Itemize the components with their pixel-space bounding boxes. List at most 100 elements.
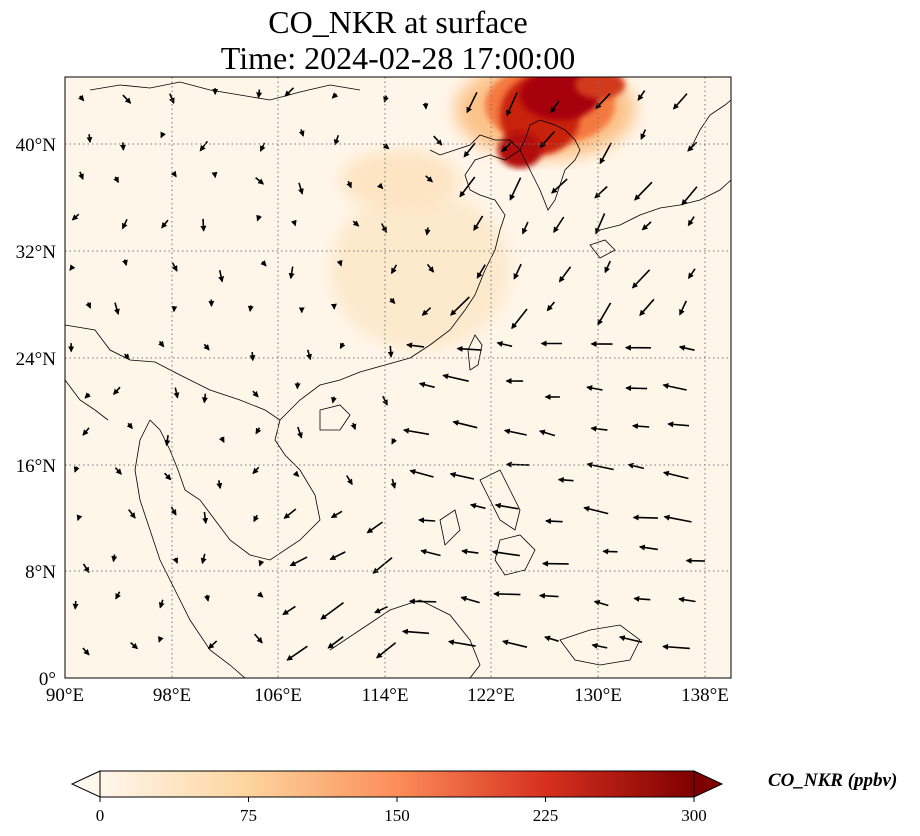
wind-arrow (128, 509, 136, 519)
wind-arrow (376, 642, 397, 659)
wind-arrow (202, 511, 209, 525)
wind-arrow (113, 386, 121, 396)
wind-arrow (86, 134, 93, 144)
wind-arrow (501, 141, 514, 152)
wind-arrow (286, 645, 308, 661)
wind-arrow (297, 182, 304, 195)
wind-arrow (200, 218, 207, 232)
wind-arrow (418, 517, 436, 524)
wind-arrow (298, 129, 305, 137)
wind-arrow (678, 344, 695, 351)
wind-arrow (82, 427, 90, 436)
wind-arrow (459, 176, 476, 198)
wind-arrow (544, 635, 559, 642)
wind-arrow (469, 502, 486, 510)
wind-arrow (433, 135, 443, 146)
wind-arrow (121, 218, 128, 230)
wind-arrow (331, 92, 339, 99)
wind-arrow (122, 94, 132, 104)
wind-arrow (662, 643, 690, 650)
wind-arrow (389, 297, 396, 305)
wind-arrow (496, 341, 513, 348)
wind-arrow (170, 506, 177, 516)
lat-tick-8: 8°N (25, 562, 56, 583)
wind-arrow (130, 641, 139, 650)
wind-arrow (218, 436, 225, 443)
wind-arrow (252, 390, 259, 398)
wind-arrow (685, 557, 706, 564)
wind-arrow (663, 514, 692, 523)
wind-arrow (401, 628, 430, 635)
wind-arrow (511, 308, 528, 330)
wind-arrow (114, 467, 122, 475)
colorbar-extend-max (693, 770, 724, 798)
co-plume (330, 77, 635, 350)
lon-tick-labels: 90°E 98°E 106°E 114°E 122°E 130°E 138°E (46, 685, 729, 706)
colorbar-tick-225: 225 (533, 806, 559, 825)
wind-arrow (505, 461, 530, 468)
wind-arrow (78, 171, 84, 181)
wind-arrow (667, 421, 690, 428)
wind-arrow (292, 470, 300, 478)
wind-arrow (390, 264, 398, 275)
colorbar-tick-300: 300 (681, 806, 707, 825)
wind-arrow (255, 427, 262, 435)
wind-arrow (594, 185, 608, 199)
colorbar-tick-75: 75 (240, 806, 257, 825)
wind-arrow (503, 428, 527, 436)
wind-arrow (633, 595, 651, 602)
colorbar-extend-min (70, 770, 101, 798)
wind-arrow (247, 305, 254, 312)
wind-arrow (216, 480, 223, 490)
wind-arrow (327, 636, 344, 649)
wind-arrow (157, 636, 164, 643)
colorbar-tick-150: 150 (384, 806, 410, 825)
wind-arrow (424, 227, 431, 236)
wind-arrow (249, 352, 256, 362)
lat-tick-40: 40°N (16, 135, 57, 156)
wind-arrow (599, 142, 612, 165)
wind-arrow (256, 214, 262, 222)
lon-tick-106: 106°E (254, 685, 302, 706)
wind-arrow (506, 92, 518, 117)
wind-arrow (171, 262, 178, 272)
lat-tick-24: 24°N (16, 349, 57, 370)
wind-arrow (253, 514, 259, 523)
wind-arrow (421, 307, 432, 316)
lat-tick-16: 16°N (16, 456, 57, 477)
wind-arrow (604, 260, 611, 274)
map-title-line2: Time: 2024-02-28 17:00:00 (220, 40, 576, 76)
wind-arrow (252, 466, 260, 475)
wind-arrow (290, 219, 297, 227)
wind-arrow (330, 510, 343, 519)
wind-arrow (336, 259, 343, 267)
wind-arrow (409, 469, 434, 478)
map-frame (64, 76, 732, 679)
wind-arrow (639, 298, 655, 317)
wind-arrow (158, 340, 165, 348)
wind-arrow (637, 90, 646, 101)
wind-arrow (173, 387, 180, 399)
wind-arrow (255, 176, 265, 185)
wind-vectors (68, 87, 706, 661)
wind-arrow (330, 396, 337, 404)
wind-arrow (687, 268, 696, 280)
colorbar-gradient (100, 771, 694, 797)
wind-arrow (329, 551, 346, 561)
wind-arrow (662, 470, 689, 480)
wind-arrow (84, 392, 91, 399)
wind-arrow (638, 544, 658, 551)
wind-arrow (678, 596, 696, 603)
wind-arrow (521, 221, 529, 235)
wind-arrow (283, 508, 297, 519)
wind-arrow (258, 559, 265, 567)
wind-arrow (380, 223, 388, 234)
wind-arrow (72, 600, 79, 610)
wind-arrow (466, 91, 478, 114)
wind-arrow (631, 269, 651, 289)
wind-arrow (425, 175, 434, 183)
wind-arrow (390, 478, 397, 489)
wind-arrow (120, 142, 126, 151)
wind-arrow (595, 92, 611, 110)
wind-arrow (672, 93, 688, 110)
